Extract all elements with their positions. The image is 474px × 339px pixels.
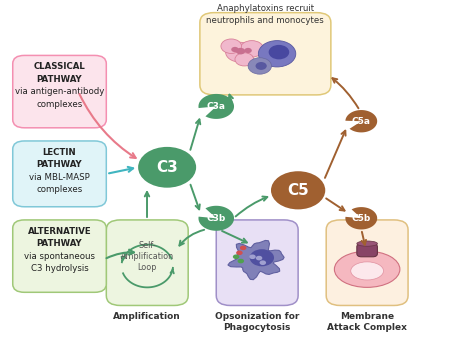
Circle shape (260, 260, 266, 265)
Text: via antigen-antibody: via antigen-antibody (15, 87, 104, 96)
Text: complexes: complexes (36, 185, 82, 194)
Text: Membrane
Attack Complex: Membrane Attack Complex (327, 312, 407, 332)
Circle shape (233, 255, 239, 259)
Text: C3 hydrolysis: C3 hydrolysis (31, 264, 88, 273)
Circle shape (244, 48, 252, 53)
Circle shape (235, 53, 254, 66)
FancyBboxPatch shape (13, 220, 106, 292)
Circle shape (138, 147, 196, 188)
Circle shape (249, 255, 256, 259)
Circle shape (237, 259, 244, 263)
Circle shape (236, 251, 243, 255)
Circle shape (258, 41, 296, 67)
Text: C3: C3 (156, 160, 178, 175)
FancyBboxPatch shape (216, 220, 298, 305)
Text: PATHWAY: PATHWAY (36, 239, 82, 248)
Circle shape (240, 245, 246, 250)
Text: C3b: C3b (207, 214, 226, 223)
Text: via MBL-MASP: via MBL-MASP (29, 173, 90, 182)
FancyBboxPatch shape (13, 55, 106, 128)
Circle shape (226, 42, 254, 62)
Circle shape (221, 39, 242, 54)
Text: ALTERNATIVE: ALTERNATIVE (27, 226, 91, 236)
Text: PATHWAY: PATHWAY (36, 160, 82, 169)
Circle shape (240, 41, 264, 57)
Text: C5b: C5b (352, 214, 371, 223)
Circle shape (248, 58, 272, 74)
Polygon shape (346, 207, 377, 230)
Polygon shape (346, 110, 377, 133)
Circle shape (236, 48, 245, 55)
FancyBboxPatch shape (357, 244, 377, 257)
Text: Opsonization for
Phagocytosis: Opsonization for Phagocytosis (215, 312, 300, 332)
Polygon shape (199, 206, 234, 231)
Text: PATHWAY: PATHWAY (36, 75, 82, 83)
Text: Self-
Amplification
Loop: Self- Amplification Loop (121, 240, 174, 272)
FancyBboxPatch shape (106, 220, 188, 305)
Circle shape (255, 62, 267, 70)
Text: C5: C5 (287, 183, 309, 198)
Circle shape (256, 256, 262, 260)
Text: LECTIN: LECTIN (43, 147, 76, 157)
Circle shape (271, 171, 325, 210)
FancyBboxPatch shape (13, 141, 106, 207)
Text: Amplification: Amplification (113, 312, 181, 321)
Text: C5a: C5a (352, 117, 371, 126)
Circle shape (250, 249, 274, 266)
Ellipse shape (334, 251, 400, 287)
Text: complexes: complexes (36, 100, 82, 108)
Text: via spontaneous: via spontaneous (24, 252, 95, 260)
Circle shape (231, 47, 239, 52)
Text: CLASSICAL: CLASSICAL (34, 62, 85, 71)
Polygon shape (199, 94, 234, 119)
Ellipse shape (357, 241, 377, 246)
Text: C3a: C3a (207, 102, 226, 111)
Polygon shape (228, 240, 284, 280)
FancyBboxPatch shape (326, 220, 408, 305)
FancyBboxPatch shape (200, 13, 331, 95)
Ellipse shape (351, 262, 383, 280)
Text: Anaphylatoxins recruit
neutrophils and monocytes: Anaphylatoxins recruit neutrophils and m… (207, 4, 324, 25)
Circle shape (269, 45, 289, 59)
